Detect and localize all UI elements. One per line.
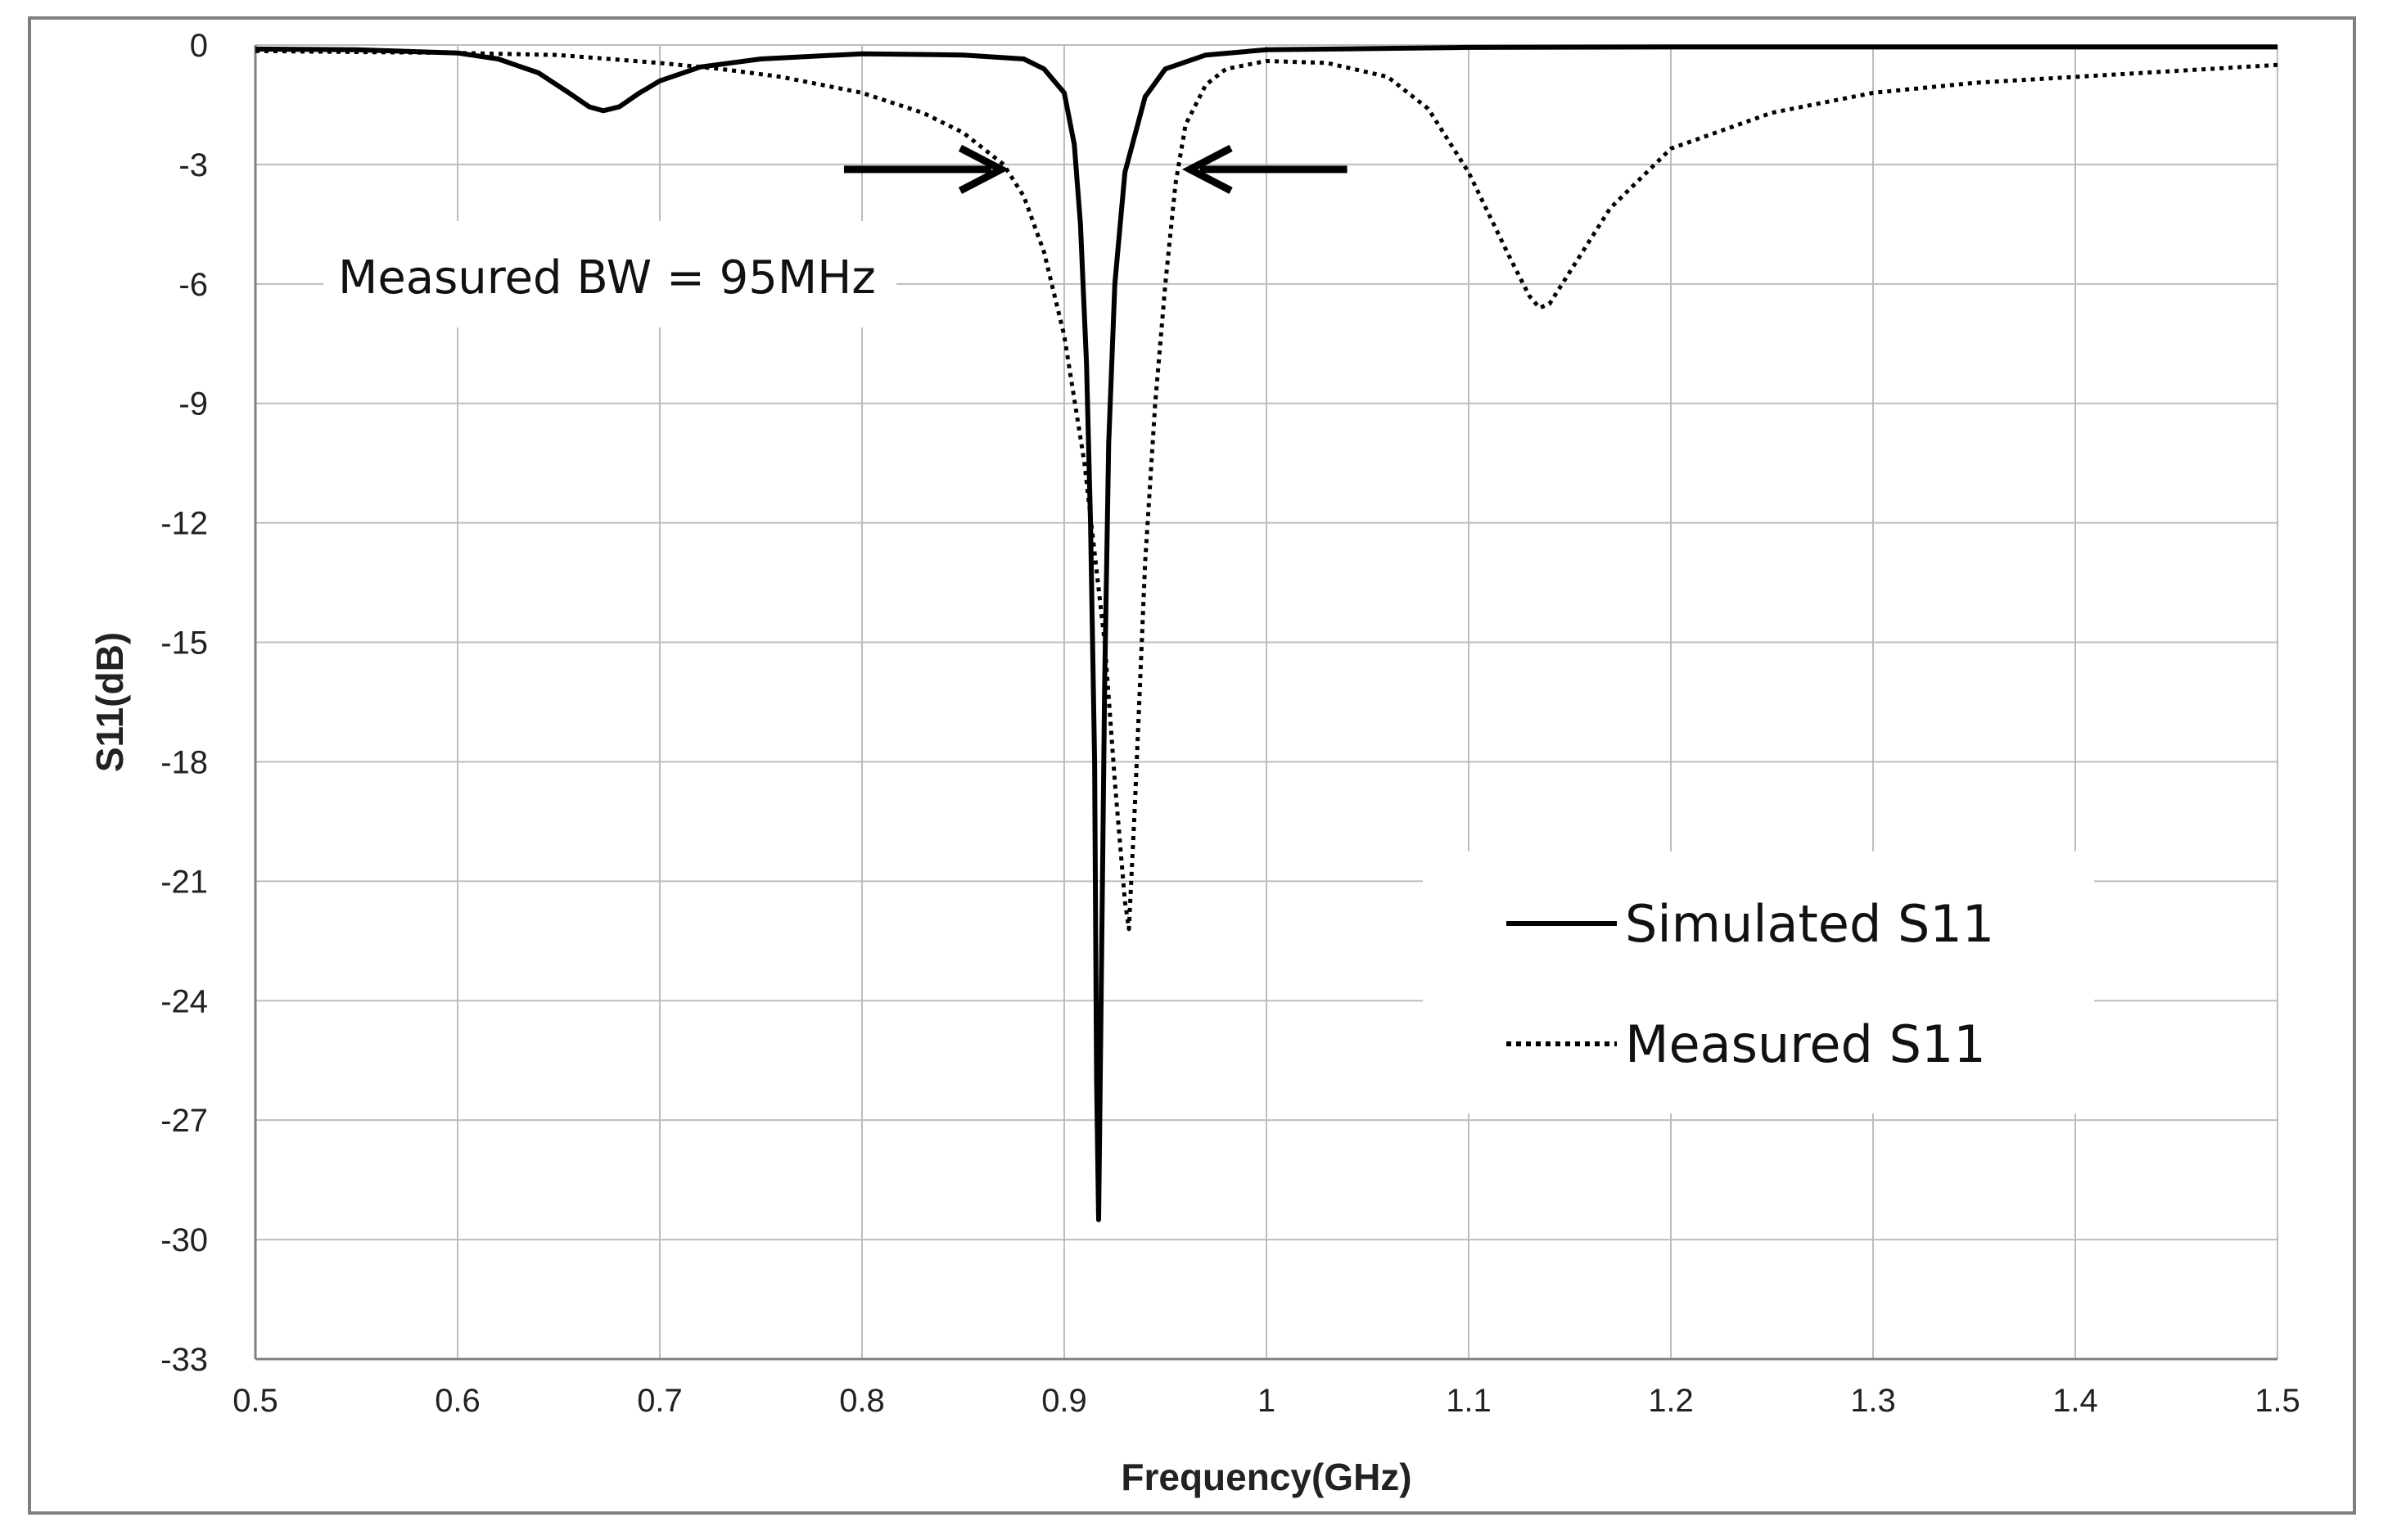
legend-label-simulated: Simulated S11	[1625, 894, 1994, 954]
x-tick-label: 1.4	[2052, 1383, 2098, 1419]
x-axis-title: Frequency(GHz)	[1121, 1456, 1411, 1498]
series	[255, 44, 2278, 1222]
x-tick-label: 0.8	[839, 1383, 885, 1419]
y-tick-label: -18	[160, 744, 208, 780]
x-tick-label: 0.6	[435, 1383, 481, 1419]
y-tick-label: -6	[178, 267, 208, 303]
x-tick-label: 1.3	[1850, 1383, 1896, 1419]
x-tick-label: 0.7	[637, 1383, 683, 1419]
series-line-simulated	[255, 44, 2277, 1222]
annotation-background	[323, 221, 896, 327]
y-tick-label: -3	[178, 147, 208, 183]
y-tick-label: -27	[160, 1103, 208, 1139]
y-tick-label: 0	[190, 28, 208, 64]
y-tick-label: -12	[160, 506, 208, 542]
legend: Simulated S11 Measured S11	[1423, 851, 2094, 1113]
axes: 0.5 0.6 0.7 0.8 0.9 1 1.1 1.2 1.3 1.4 1.5 0 -3 -6 -9 -1…	[88, 28, 2300, 1498]
y-tick-label: -24	[160, 983, 208, 1019]
y-tick-label: -30	[160, 1222, 208, 1258]
y-axis-title: S11(dB)	[88, 632, 131, 772]
y-tick-label: -21	[160, 864, 208, 900]
x-tick-label: 1.1	[1446, 1383, 1492, 1419]
x-tick-label: 0.9	[1041, 1383, 1087, 1419]
y-tick-label: -15	[160, 625, 208, 662]
series-line-measured	[255, 48, 2278, 932]
x-tick-label: 1	[1257, 1383, 1275, 1419]
bw-arrow-right-head	[1181, 144, 1233, 194]
x-tick-label: 0.5	[232, 1383, 278, 1419]
bw-arrow-left-head	[958, 144, 1009, 194]
legend-background	[1423, 851, 2094, 1113]
x-tick-label: 1.2	[1648, 1383, 1694, 1419]
x-tick-label: 1.5	[2255, 1383, 2300, 1419]
annotations: Measured BW = 95MHz	[323, 144, 1347, 327]
bandwidth-annotation: Measured BW = 95MHz	[338, 251, 876, 305]
y-tick-label: -33	[160, 1342, 208, 1378]
legend-label-measured: Measured S11	[1625, 1014, 1986, 1074]
y-tick-label: -9	[178, 386, 208, 422]
